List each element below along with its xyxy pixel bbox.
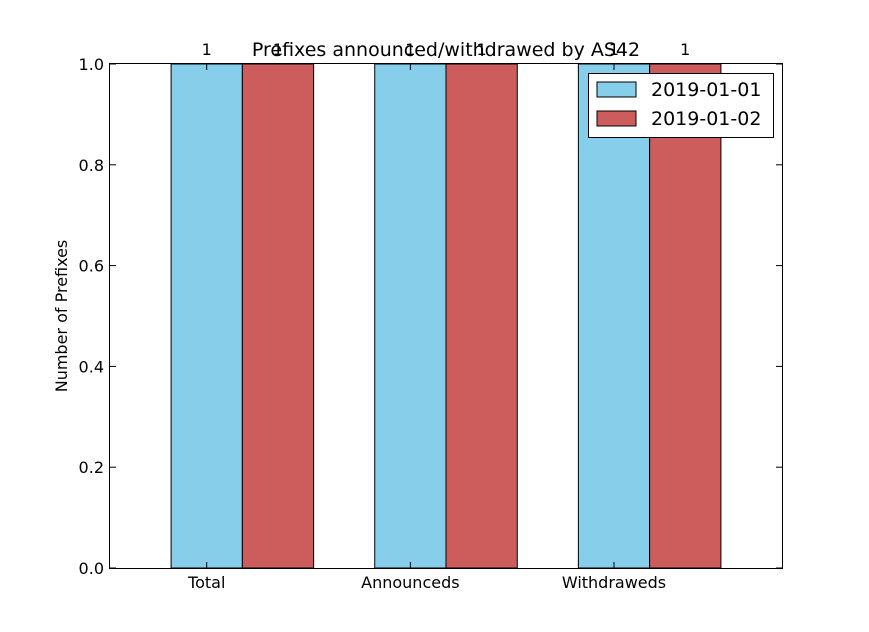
data-labels-layer: 1 1 1 1 1 1 [202,40,691,59]
bar-total-2019-01-02 [241,63,315,569]
legend-label-2019-01-02: 2019-01-02 [651,108,761,130]
bar-announceds-2019-01-01 [374,63,447,569]
bar-announceds-2019-01-02 [445,63,518,569]
legend-label-2019-01-01: 2019-01-01 [651,79,761,101]
y-tick-label: 0.4 [79,357,104,376]
data-label-withdraweds-2019-01-01: 1 [609,40,619,59]
y-axis: 0.0 0.2 0.4 0.6 0.8 1.0 [79,55,782,578]
y-tick-label: 0.0 [79,559,104,578]
chart-title: Prefixes announced/withdrawed by AS42 [252,39,640,61]
bar-withdraweds-2019-01-02 [649,63,722,569]
x-axis: Total Announceds Withdraweds [187,64,666,592]
legend-swatch-2019-01-01 [596,81,637,98]
data-label-total-2019-01-01: 1 [202,40,212,59]
data-label-withdraweds-2019-01-02: 1 [680,40,690,59]
y-tick-label: 0.8 [79,156,104,175]
y-tick-label: 1.0 [79,55,104,74]
y-tick-label: 0.2 [79,458,104,477]
x-tick-label-total: Total [187,573,225,592]
y-axis-label: Number of Prefixes [52,240,71,393]
x-tick-label-withdraweds: Withdraweds [562,573,666,592]
data-label-announceds-2019-01-01: 1 [405,40,415,59]
data-label-total-2019-01-02: 1 [273,40,283,59]
legend: 2019-01-01 2019-01-02 [588,73,774,138]
bars-layer [170,63,722,569]
bar-withdraweds-2019-01-01 [577,63,651,569]
x-tick-label-announceds: Announceds [361,573,459,592]
legend-swatch-2019-01-02 [596,110,637,127]
data-label-announceds-2019-01-02: 1 [477,40,487,59]
y-tick-label: 0.6 [79,257,104,276]
bar-total-2019-01-01 [170,63,243,569]
plot-area-frame [109,63,783,569]
